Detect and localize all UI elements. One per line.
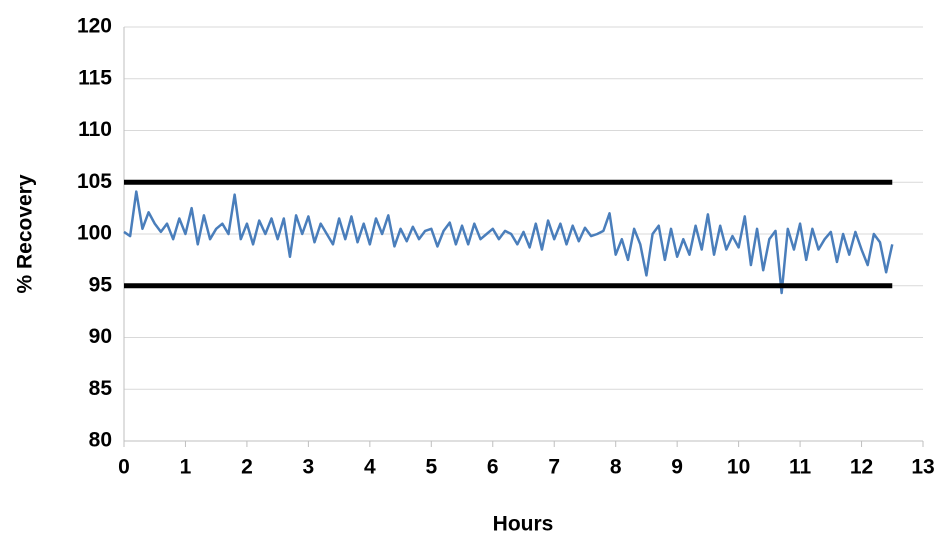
y-tick-label: 90 xyxy=(89,325,112,348)
x-tick-label: 12 xyxy=(850,456,873,479)
x-tick-label: 10 xyxy=(727,456,750,479)
x-tick-label: 7 xyxy=(548,456,560,479)
x-tick-label: 6 xyxy=(487,456,499,479)
data-line xyxy=(123,190,894,295)
x-tick-label: 0 xyxy=(118,456,130,479)
x-tick-label: 4 xyxy=(364,456,376,479)
x-tick-label: 8 xyxy=(610,456,622,479)
y-axis-title: % Recovery xyxy=(14,174,37,293)
x-tick-label: 13 xyxy=(911,456,934,479)
x-tick-label: 9 xyxy=(671,456,683,479)
y-tick-label: 110 xyxy=(78,118,112,141)
y-tick-label: 85 xyxy=(89,377,113,400)
x-tick-label: 3 xyxy=(303,456,315,479)
y-tick-label: 120 xyxy=(77,15,112,38)
x-tick-label: 1 xyxy=(180,456,192,479)
y-tick-label: 95 xyxy=(89,273,113,296)
x-tick-label: 5 xyxy=(425,456,437,479)
x-axis-title: Hours xyxy=(493,513,554,536)
y-tick-label: 100 xyxy=(77,222,112,245)
y-tick-label: 80 xyxy=(89,429,112,452)
y-tick-label: 105 xyxy=(77,170,112,193)
y-tick-label: 115 xyxy=(78,66,112,89)
x-tick-label: 11 xyxy=(789,456,812,479)
x-tick-label: 2 xyxy=(241,456,253,479)
